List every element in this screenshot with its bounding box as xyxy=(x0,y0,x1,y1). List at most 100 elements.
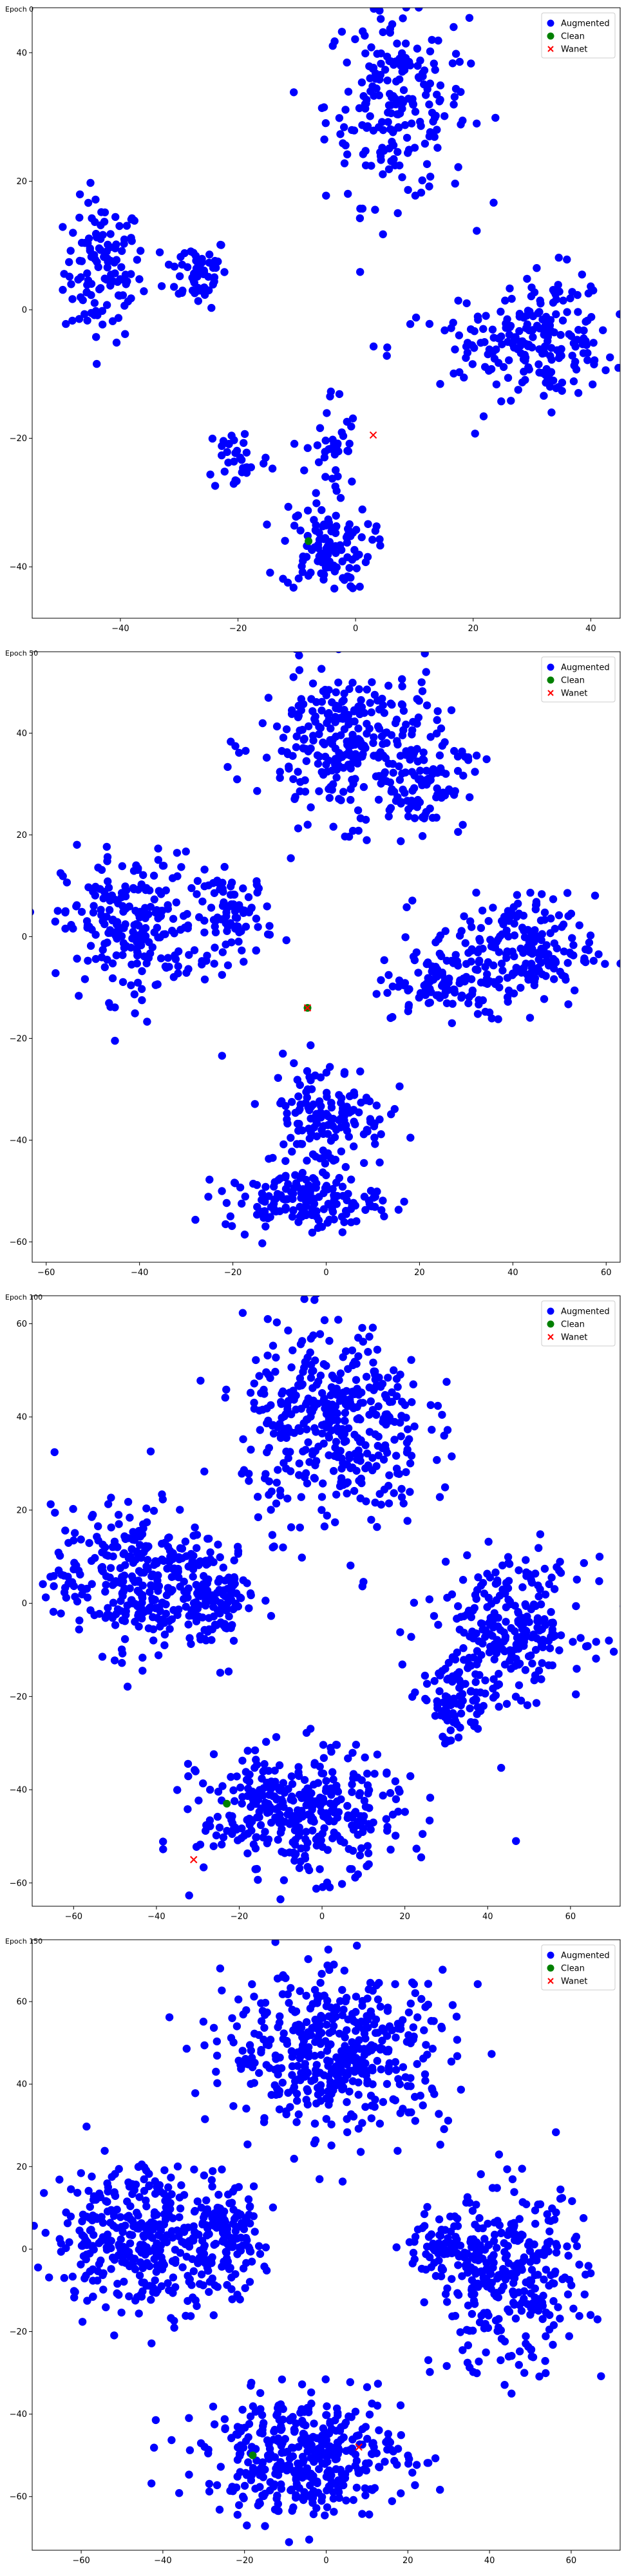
augmented-point xyxy=(345,1132,353,1141)
augmented-point xyxy=(263,1448,271,1457)
augmented-point xyxy=(367,43,375,52)
augmented-point xyxy=(282,2107,290,2116)
augmented-point xyxy=(218,878,227,887)
augmented-point xyxy=(138,1667,147,1675)
augmented-point xyxy=(402,8,410,12)
augmented-point xyxy=(321,1404,329,1413)
augmented-point xyxy=(162,2203,170,2211)
augmented-point xyxy=(228,2295,236,2304)
augmented-point xyxy=(457,1709,466,1718)
augmented-point xyxy=(289,1346,297,1354)
augmented-point xyxy=(397,61,405,70)
augmented-point xyxy=(433,707,442,715)
augmented-point xyxy=(461,939,469,947)
augmented-point xyxy=(491,1568,500,1577)
augmented-point xyxy=(548,2279,557,2287)
augmented-point xyxy=(416,989,425,998)
augmented-point xyxy=(209,2311,218,2320)
augmented-point xyxy=(316,1865,324,1873)
augmented-point xyxy=(198,2237,207,2245)
augmented-point xyxy=(482,2348,490,2356)
scatter-panel-0: Epoch 0−40 −20 0 20 40−40−2002040AugmentedCl… xyxy=(5,5,621,634)
augmented-point xyxy=(361,2103,370,2111)
augmented-point xyxy=(336,652,342,654)
augmented-point xyxy=(287,710,296,718)
augmented-point xyxy=(367,1202,376,1211)
augmented-point xyxy=(137,880,146,889)
augmented-point xyxy=(376,541,384,550)
augmented-point xyxy=(332,511,340,520)
augmented-point xyxy=(503,2165,511,2174)
augmented-point xyxy=(405,57,413,66)
augmented-point xyxy=(83,316,91,325)
augmented-point xyxy=(336,1115,345,1124)
augmented-point xyxy=(323,1511,331,1520)
augmented-point xyxy=(178,1544,187,1553)
augmented-point xyxy=(582,945,590,954)
augmented-point xyxy=(482,755,491,764)
augmented-point xyxy=(391,2096,399,2105)
augmented-point xyxy=(276,773,284,782)
augmented-point xyxy=(296,1202,304,1211)
augmented-point xyxy=(444,986,453,994)
augmented-point xyxy=(574,308,582,316)
augmented-point xyxy=(311,526,320,535)
augmented-point xyxy=(401,39,410,48)
augmented-point xyxy=(121,270,130,279)
augmented-point xyxy=(416,56,424,65)
augmented-point xyxy=(564,2251,573,2260)
augmented-point xyxy=(107,2244,115,2253)
y-tick-label: 60 xyxy=(16,1320,27,1329)
augmented-point xyxy=(283,1109,291,1117)
augmented-point xyxy=(545,1644,554,1653)
augmented-point xyxy=(207,904,216,912)
augmented-point xyxy=(103,2207,112,2216)
augmented-point xyxy=(250,2079,258,2087)
augmented-point xyxy=(527,1578,536,1587)
augmented-point xyxy=(474,316,482,324)
augmented-point xyxy=(213,1812,222,1821)
augmented-point xyxy=(65,2238,73,2246)
augmented-point xyxy=(424,958,432,967)
augmented-point xyxy=(402,1468,410,1477)
augmented-point xyxy=(477,923,486,933)
augmented-point xyxy=(453,1615,461,1623)
augmented-point xyxy=(412,313,421,322)
augmented-point xyxy=(342,2047,350,2056)
augmented-point xyxy=(535,1666,544,1675)
augmented-point xyxy=(336,2063,345,2072)
augmented-point xyxy=(520,350,529,359)
y-tick-label: −60 xyxy=(10,1238,27,1247)
augmented-point xyxy=(475,2318,484,2327)
augmented-point xyxy=(352,2054,360,2062)
augmented-point xyxy=(277,641,285,649)
augmented-point xyxy=(292,743,301,752)
augmented-point xyxy=(374,1441,382,1450)
augmented-point xyxy=(283,1494,292,1503)
augmented-point xyxy=(448,1019,456,1028)
augmented-point xyxy=(262,2266,271,2275)
augmented-point xyxy=(195,913,204,922)
augmented-point xyxy=(140,925,148,934)
augmented-point xyxy=(227,2285,236,2293)
augmented-point xyxy=(317,506,326,515)
augmented-point xyxy=(486,1618,494,1627)
augmented-point xyxy=(227,737,235,746)
augmented-point xyxy=(302,1801,310,1810)
augmented-point xyxy=(498,1586,507,1594)
augmented-point xyxy=(176,272,184,281)
augmented-point xyxy=(501,1635,509,1643)
augmented-point xyxy=(553,944,561,952)
augmented-point xyxy=(216,1964,225,1973)
augmented-point xyxy=(478,1620,487,1628)
augmented-point xyxy=(358,1582,366,1591)
augmented-point xyxy=(115,2291,123,2299)
augmented-point xyxy=(83,269,91,278)
augmented-point xyxy=(342,1994,351,2002)
augmented-point xyxy=(422,701,431,710)
augmented-point xyxy=(554,911,564,920)
augmented-point xyxy=(303,2087,312,2096)
augmented-point xyxy=(346,751,354,760)
augmented-point xyxy=(223,2257,232,2266)
augmented-point xyxy=(260,2118,269,2126)
